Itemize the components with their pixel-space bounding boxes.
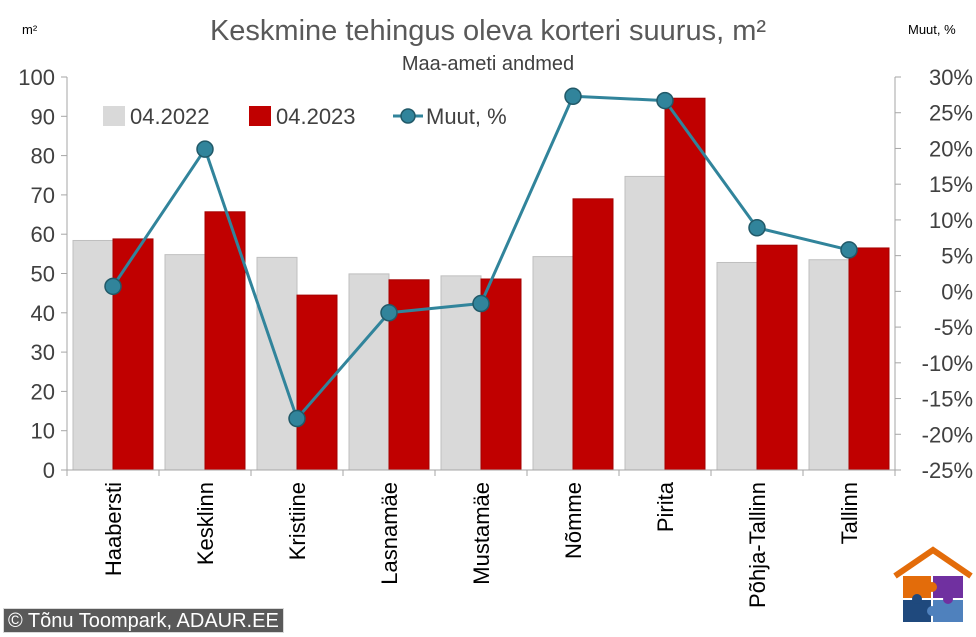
bar-2023 bbox=[572, 198, 614, 471]
right-tick-label: 20% bbox=[929, 136, 973, 161]
left-tick-label: 30 bbox=[31, 340, 55, 365]
legend-swatch-04-2023 bbox=[249, 106, 271, 126]
right-tick-label: 25% bbox=[929, 101, 973, 126]
bar-2023 bbox=[296, 294, 338, 471]
change-point bbox=[564, 87, 582, 106]
right-tick-label: -10% bbox=[922, 351, 973, 376]
legend-label-muut: Muut, % bbox=[426, 104, 507, 129]
category-label: Kesklinn bbox=[193, 482, 218, 565]
change-point bbox=[104, 277, 122, 296]
left-tick-label: 90 bbox=[31, 104, 55, 129]
chart-title: Keskmine tehingus oleva korteri suurus, … bbox=[210, 15, 766, 47]
bar-2023 bbox=[480, 278, 522, 471]
right-tick-label: 15% bbox=[929, 172, 973, 197]
category-label: Nõmme bbox=[561, 482, 586, 559]
right-axis-unit: Muut, % bbox=[908, 22, 956, 37]
category-label: Pirita bbox=[653, 481, 678, 532]
bar-2022 bbox=[624, 175, 666, 471]
bar-2023 bbox=[664, 97, 706, 471]
right-tick-label: -5% bbox=[934, 315, 973, 340]
left-tick-label: 80 bbox=[31, 144, 55, 169]
right-tick-label: -20% bbox=[922, 422, 973, 447]
legend-label-04-2022: 04.2022 bbox=[130, 104, 210, 129]
category-label: Tallinn bbox=[837, 482, 862, 544]
left-tick-label: 40 bbox=[31, 301, 55, 326]
right-tick-label: -25% bbox=[922, 458, 973, 483]
right-tick-label: 30% bbox=[929, 65, 973, 90]
category-label: Mustamäe bbox=[469, 482, 494, 585]
bar-2023 bbox=[756, 244, 798, 471]
right-tick-label: 5% bbox=[941, 244, 973, 269]
bar-2022 bbox=[716, 261, 758, 471]
category-label: Lasnamäe bbox=[377, 482, 402, 585]
right-tick-label: 10% bbox=[929, 208, 973, 233]
left-axis-unit: m² bbox=[22, 22, 38, 37]
adaur-logo bbox=[893, 546, 973, 622]
change-point bbox=[748, 219, 766, 237]
bar-2022 bbox=[164, 254, 206, 471]
left-tick-label: 20 bbox=[31, 379, 55, 404]
bar-2023 bbox=[112, 238, 154, 471]
left-tick-label: 10 bbox=[31, 419, 55, 444]
bar-2022 bbox=[808, 259, 850, 471]
change-point bbox=[472, 294, 490, 313]
change-point bbox=[656, 91, 674, 110]
change-point bbox=[840, 241, 858, 259]
change-point bbox=[196, 140, 214, 158]
left-tick-label: 100 bbox=[18, 65, 55, 90]
category-label: Kristiine bbox=[285, 482, 310, 560]
category-label: Põhja-Tallinn bbox=[745, 482, 770, 608]
legend-swatch-muut-marker bbox=[400, 108, 416, 124]
left-tick-label: 50 bbox=[31, 262, 55, 287]
change-point bbox=[288, 409, 306, 428]
bar-2023 bbox=[848, 247, 890, 471]
bar-2022 bbox=[348, 273, 390, 471]
category-label: Haabersti bbox=[101, 482, 126, 576]
right-tick-label: 0% bbox=[941, 279, 973, 304]
bar-2023 bbox=[204, 211, 246, 471]
legend: 04.2022 04.2023 Muut, % bbox=[103, 104, 507, 129]
legend-label-04-2023: 04.2023 bbox=[276, 104, 356, 129]
legend-swatch-04-2022 bbox=[103, 106, 125, 126]
bar-2022 bbox=[72, 239, 114, 471]
change-point bbox=[380, 304, 398, 322]
copyright-credit: © Tõnu Toompark, ADAUR.EE bbox=[3, 608, 284, 633]
chart-subtitle: Maa-ameti andmed bbox=[402, 53, 574, 75]
left-tick-label: 70 bbox=[31, 183, 55, 208]
left-tick-label: 0 bbox=[43, 458, 55, 483]
left-tick-label: 60 bbox=[31, 222, 55, 247]
right-tick-label: -15% bbox=[922, 387, 973, 412]
bar-2022 bbox=[532, 256, 574, 471]
